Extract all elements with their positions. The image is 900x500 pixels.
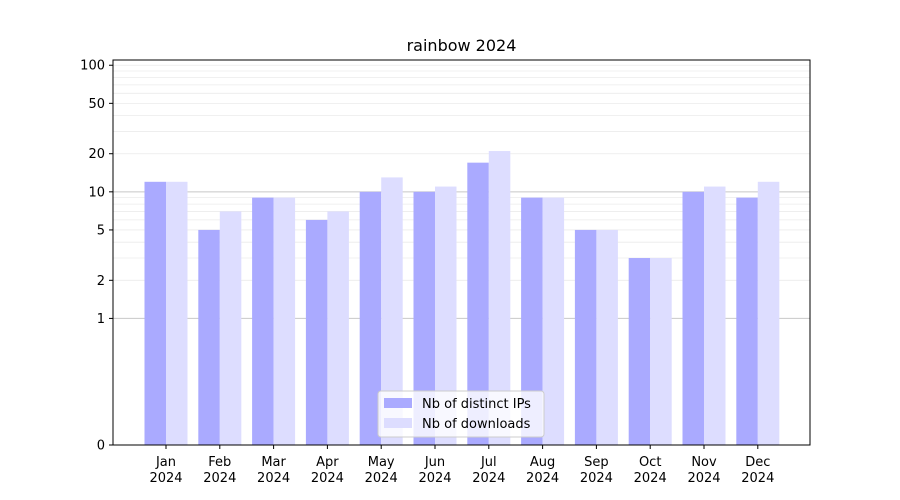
legend-label: Nb of distinct IPs — [422, 397, 531, 412]
x-tick-label: Jan 2024 — [149, 455, 182, 486]
x-tick-label: Oct 2024 — [634, 455, 667, 486]
x-tick-label: May 2024 — [365, 455, 398, 486]
x-tick-label: Mar 2024 — [257, 455, 290, 486]
bar-downloads — [435, 186, 457, 446]
chart-title: rainbow 2024 — [407, 36, 517, 55]
bar-distinct-ips — [467, 162, 489, 445]
x-tick-label: Dec 2024 — [741, 455, 774, 486]
y-tick-label: 100 — [80, 59, 105, 74]
bar-distinct-ips — [359, 191, 382, 445]
legend-box — [377, 390, 545, 438]
bar-distinct-ips — [736, 197, 758, 445]
bar-downloads — [327, 211, 349, 445]
bar-distinct-ips — [198, 229, 220, 445]
y-tick-label: 2 — [97, 274, 105, 289]
y-axis: 0 1 2 5 10 20 50 100 — [80, 59, 113, 454]
y-tick-label: 1 — [97, 312, 105, 327]
bar-distinct-ips — [574, 229, 597, 445]
legend-swatch — [384, 398, 412, 408]
x-tick-label: Jun 2024 — [418, 455, 451, 486]
bar-downloads — [273, 197, 296, 445]
x-tick-label: Feb 2024 — [203, 455, 236, 486]
bar-distinct-ips — [521, 197, 543, 445]
bar-distinct-ips — [682, 191, 704, 445]
bar-downloads — [488, 151, 511, 445]
bar-downloads — [650, 258, 672, 445]
y-tick-label: 50 — [88, 97, 105, 112]
x-tick-label: Nov 2024 — [687, 455, 720, 486]
x-tick-label: Aug 2024 — [526, 455, 559, 486]
bar-downloads — [219, 211, 242, 445]
bar-distinct-ips — [144, 181, 166, 445]
y-tick-label: 5 — [97, 223, 105, 238]
bar-downloads — [757, 181, 780, 445]
plot-frame — [112, 59, 811, 446]
bar-distinct-ips — [413, 191, 435, 445]
bar-downloads — [381, 177, 403, 446]
bar-distinct-ips — [628, 258, 651, 445]
legend-label: Nb of downloads — [422, 417, 531, 432]
bar-downloads — [542, 197, 565, 445]
bar-downloads — [596, 229, 618, 445]
x-axis: Jan 2024 Feb 2024 Mar 2024 Apr 2024 May 2024 Jun 20… — [149, 445, 774, 486]
x-tick-label: Sep 2024 — [580, 455, 613, 486]
y-tick-label: 10 — [88, 185, 105, 200]
bar-downloads — [704, 186, 726, 446]
legend-swatch — [384, 418, 412, 428]
bar-distinct-ips — [305, 219, 328, 445]
bar-downloads — [166, 181, 188, 445]
x-tick-label: Apr 2024 — [311, 455, 344, 486]
y-tick-label: 0 — [97, 439, 105, 454]
y-tick-label: 20 — [88, 147, 105, 162]
x-tick-label: Jul 2024 — [472, 455, 505, 486]
legend: Nb of distinct IPs Nb of downloads — [377, 390, 545, 438]
bars — [144, 151, 780, 446]
bar-distinct-ips — [252, 197, 274, 445]
